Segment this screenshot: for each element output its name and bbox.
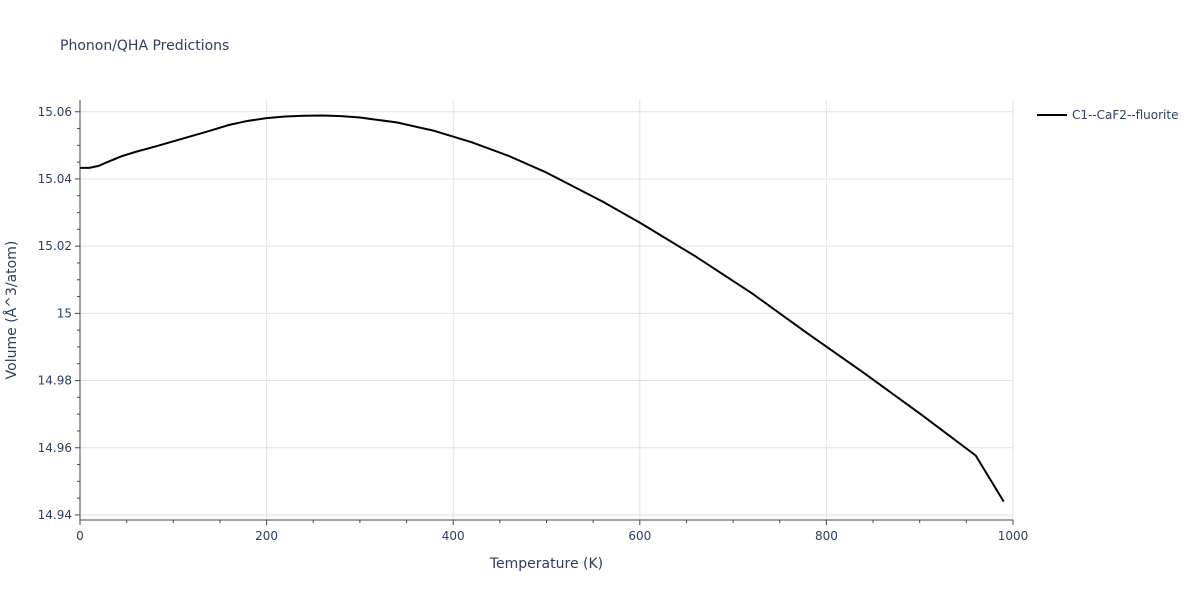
y-tick-label: 15.04 (38, 172, 72, 186)
y-tick-label: 14.94 (38, 508, 72, 522)
axes (75, 100, 1014, 525)
x-axis-title: Temperature (K) (489, 556, 603, 572)
y-tick-label: 15.02 (38, 239, 72, 253)
legend-item-label[interactable]: C1--CaF2--fluorite (1072, 108, 1178, 122)
y-axis-title: Volume (Å^3/atom) (3, 241, 20, 380)
x-tick-label: 600 (628, 529, 651, 543)
y-tick-label: 14.96 (38, 441, 72, 455)
y-tick-label: 14.98 (38, 374, 72, 388)
x-tick-label: 0 (76, 529, 84, 543)
plot-area (80, 114, 1005, 503)
x-tick-label: 800 (815, 529, 838, 543)
gridlines (80, 100, 1014, 520)
legend[interactable]: C1--CaF2--fluorite (1037, 108, 1178, 122)
series-line (80, 114, 1005, 503)
x-tick-label: 400 (442, 529, 465, 543)
y-tick-label: 15.06 (38, 105, 72, 119)
chart-title: Phonon/QHA Predictions (60, 38, 229, 54)
x-tick-label: 200 (255, 529, 278, 543)
y-tick-label: 15 (57, 306, 72, 320)
tick-labels: 0 200 400 600 800 1000 14.94 14.96 14.98 15 15.02 1… (38, 105, 1029, 543)
x-tick-label: 1000 (998, 529, 1029, 543)
